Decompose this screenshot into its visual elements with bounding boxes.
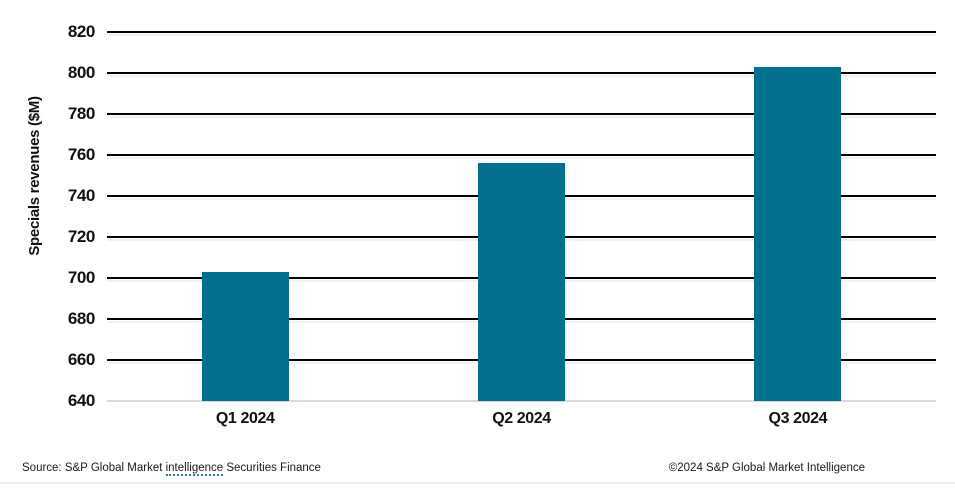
y-tick-label-720: 720 [67, 227, 96, 246]
y-tick-label-780: 780 [67, 104, 96, 123]
spellcheck-underlined-word: intelligence [165, 462, 224, 476]
gridline-800 [107, 72, 936, 74]
gridline-760 [107, 154, 936, 156]
bar-q3-2024 [754, 66, 842, 401]
gridline-820 [107, 31, 936, 33]
source-note: Source: S&P Global Market intelligence S… [22, 462, 321, 476]
gridline-780 [107, 113, 936, 115]
y-tick-label-680: 680 [67, 309, 96, 328]
y-tick-label-740: 740 [67, 186, 96, 205]
y-tick-label-760: 760 [67, 145, 96, 164]
plot-area [107, 31, 936, 402]
y-tick-label-800: 800 [67, 63, 96, 82]
source-note-prefix: Source: S&P Global Market [22, 462, 166, 474]
bar-q2-2024 [478, 163, 565, 401]
copyright-note: ©2024 S&P Global Market Intelligence [668, 462, 865, 474]
bottom-divider [0, 482, 955, 484]
x-axis-label-q3-2024: Q3 2024 [768, 410, 828, 427]
x-axis-label-q2-2024: Q2 2024 [492, 410, 551, 427]
gridline-640 [107, 400, 936, 402]
x-axis-label-q1-2024: Q1 2024 [215, 410, 275, 427]
bar-q1-2024 [201, 271, 289, 401]
y-tick-label-660: 660 [67, 350, 96, 369]
y-tick-label-640: 640 [67, 391, 96, 410]
source-note-suffix: Securities Finance [223, 462, 321, 474]
y-tick-label-820: 820 [67, 22, 96, 41]
y-tick-label-700: 700 [67, 268, 96, 287]
